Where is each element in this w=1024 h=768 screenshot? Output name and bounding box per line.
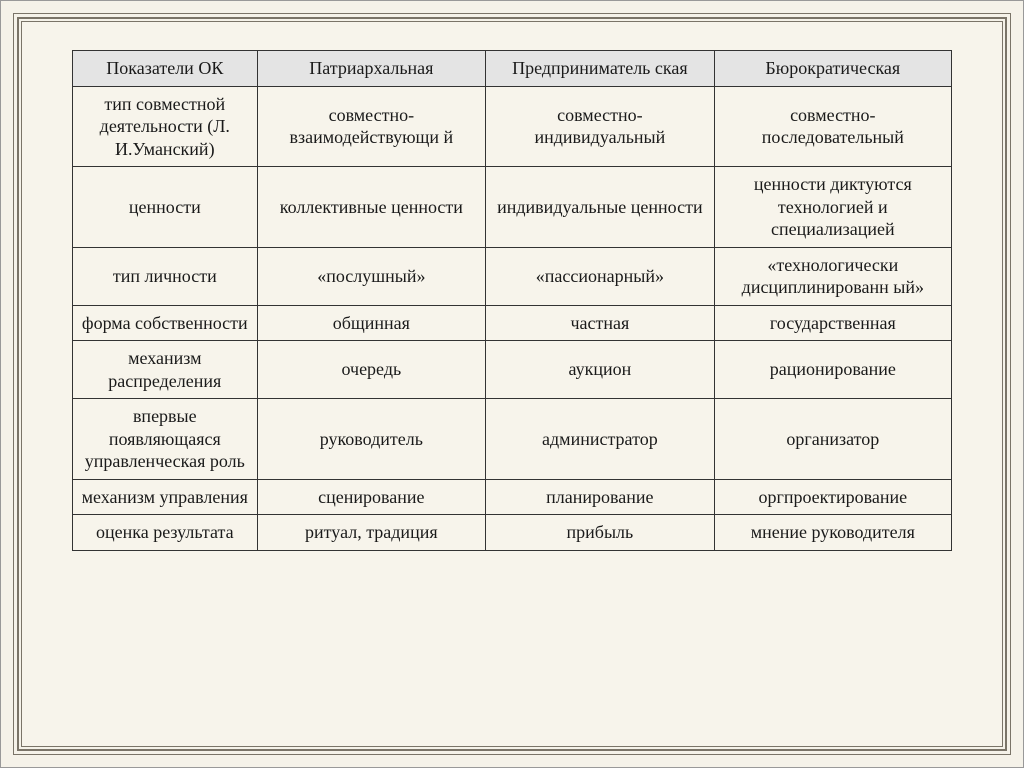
- table-row: тип личности «послушный» «пассионарный» …: [73, 247, 952, 305]
- cell: совместно-индивидуальный: [486, 86, 715, 167]
- col-header-indicator: Показатели ОК: [73, 51, 258, 87]
- cell: совместно-последовательный: [714, 86, 951, 167]
- cell: сценирование: [257, 479, 486, 515]
- table-row: впервые появляющаяся управленческая роль…: [73, 399, 952, 480]
- row-label: механизм распределения: [73, 341, 258, 399]
- decorative-border-inner: Показатели ОК Патриархальная Предпринима…: [21, 21, 1003, 747]
- table-row: форма собственности общинная частная гос…: [73, 305, 952, 341]
- cell: оргпроектирование: [714, 479, 951, 515]
- row-label: форма собственности: [73, 305, 258, 341]
- cell: планирование: [486, 479, 715, 515]
- row-label: тип совместной деятельности (Л. И.Уманск…: [73, 86, 258, 167]
- decorative-border-outer: Показатели ОК Патриархальная Предпринима…: [13, 13, 1011, 755]
- cell: совместно-взаимодействующи й: [257, 86, 486, 167]
- table-row: механизм распределения очередь аукцион р…: [73, 341, 952, 399]
- cell: руководитель: [257, 399, 486, 480]
- col-header-bureaucratic: Бюрократическая: [714, 51, 951, 87]
- cell: аукцион: [486, 341, 715, 399]
- cell: организатор: [714, 399, 951, 480]
- cell: индивидуальные ценности: [486, 167, 715, 248]
- cell: мнение руководителя: [714, 515, 951, 551]
- comparison-table: Показатели ОК Патриархальная Предпринима…: [72, 50, 952, 551]
- row-label: впервые появляющаяся управленческая роль: [73, 399, 258, 480]
- table-header-row: Показатели ОК Патриархальная Предпринима…: [73, 51, 952, 87]
- row-label: оценка результата: [73, 515, 258, 551]
- row-label: механизм управления: [73, 479, 258, 515]
- cell: «пассионарный»: [486, 247, 715, 305]
- table-row: оценка результата ритуал, традиция прибы…: [73, 515, 952, 551]
- row-label: тип личности: [73, 247, 258, 305]
- cell: частная: [486, 305, 715, 341]
- cell: общинная: [257, 305, 486, 341]
- cell: администратор: [486, 399, 715, 480]
- decorative-border-mid: Показатели ОК Патриархальная Предпринима…: [17, 17, 1007, 751]
- table-row: ценности коллективные ценности индивидуа…: [73, 167, 952, 248]
- row-label: ценности: [73, 167, 258, 248]
- cell: государственная: [714, 305, 951, 341]
- col-header-entrepreneurial: Предприниматель ская: [486, 51, 715, 87]
- slide-frame: Показатели ОК Патриархальная Предпринима…: [0, 0, 1024, 768]
- table-row: механизм управления сценирование планиро…: [73, 479, 952, 515]
- col-header-patriarchal: Патриархальная: [257, 51, 486, 87]
- table-row: тип совместной деятельности (Л. И.Уманск…: [73, 86, 952, 167]
- cell: очередь: [257, 341, 486, 399]
- cell: рационирование: [714, 341, 951, 399]
- cell: ритуал, традиция: [257, 515, 486, 551]
- cell: «послушный»: [257, 247, 486, 305]
- cell: прибыль: [486, 515, 715, 551]
- cell: коллективные ценности: [257, 167, 486, 248]
- cell: «технологически дисциплинированн ый»: [714, 247, 951, 305]
- cell: ценности диктуются технологией и специал…: [714, 167, 951, 248]
